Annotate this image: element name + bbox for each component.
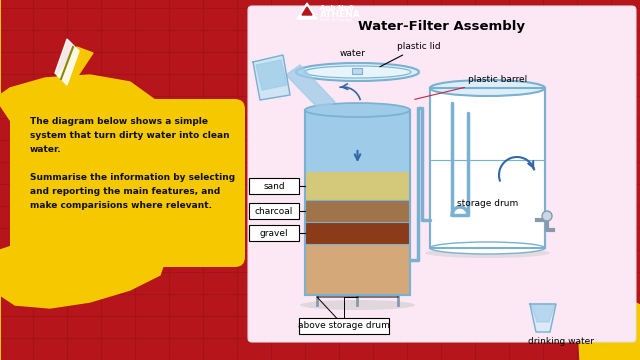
Text: The diagram below shows a simple: The diagram below shows a simple (30, 117, 208, 126)
Text: make comparisions where relevant.: make comparisions where relevant. (30, 201, 212, 210)
Bar (305, 110, 410, 295)
Bar (306, 200, 409, 222)
Bar (306, 222, 409, 244)
Text: Water-Filter Assembly: Water-Filter Assembly (358, 20, 525, 33)
FancyBboxPatch shape (249, 178, 299, 194)
Bar (353, 68, 362, 74)
FancyBboxPatch shape (10, 99, 245, 267)
Text: plastic lid: plastic lid (380, 42, 441, 67)
Polygon shape (297, 3, 317, 19)
Bar (306, 172, 409, 200)
Text: system that turn dirty water into clean: system that turn dirty water into clean (30, 131, 230, 140)
Circle shape (542, 211, 552, 221)
Text: ATHENA: ATHENA (320, 9, 361, 18)
Text: sand: sand (263, 181, 285, 190)
Polygon shape (530, 304, 556, 332)
Ellipse shape (305, 103, 410, 117)
Polygon shape (55, 39, 79, 85)
Text: plastic barrel: plastic barrel (415, 75, 527, 99)
Bar (305, 110, 410, 295)
Bar (430, 88, 545, 248)
Polygon shape (578, 295, 640, 360)
Polygon shape (0, 0, 160, 135)
Text: drinking water: drinking water (528, 337, 594, 346)
Text: Dare To Change: Dare To Change (320, 18, 352, 22)
Text: storage drum: storage drum (457, 199, 518, 208)
Text: and reporting the main features, and: and reporting the main features, and (30, 187, 220, 196)
Text: Summarise the information by selecting: Summarise the information by selecting (30, 173, 235, 182)
FancyBboxPatch shape (249, 203, 299, 219)
FancyBboxPatch shape (249, 225, 299, 241)
Ellipse shape (300, 300, 415, 310)
FancyBboxPatch shape (299, 318, 389, 334)
Polygon shape (253, 55, 290, 100)
Bar (306, 111, 409, 185)
Ellipse shape (425, 248, 550, 258)
Text: above storage drum: above storage drum (298, 321, 390, 330)
FancyBboxPatch shape (248, 6, 636, 342)
Polygon shape (57, 47, 93, 83)
Ellipse shape (304, 66, 411, 78)
Polygon shape (286, 65, 335, 110)
Ellipse shape (430, 80, 545, 96)
Polygon shape (302, 7, 312, 15)
Polygon shape (256, 60, 287, 90)
Text: water.: water. (30, 145, 61, 154)
Polygon shape (531, 304, 555, 322)
Polygon shape (0, 240, 165, 360)
Text: Anh Ngữ: Anh Ngữ (320, 5, 354, 11)
Bar (430, 88, 545, 248)
Bar (306, 244, 409, 294)
Text: water: water (340, 49, 365, 58)
Text: charcoal: charcoal (255, 207, 293, 216)
Text: gravel: gravel (260, 229, 288, 238)
Ellipse shape (430, 242, 545, 254)
Ellipse shape (296, 63, 419, 81)
